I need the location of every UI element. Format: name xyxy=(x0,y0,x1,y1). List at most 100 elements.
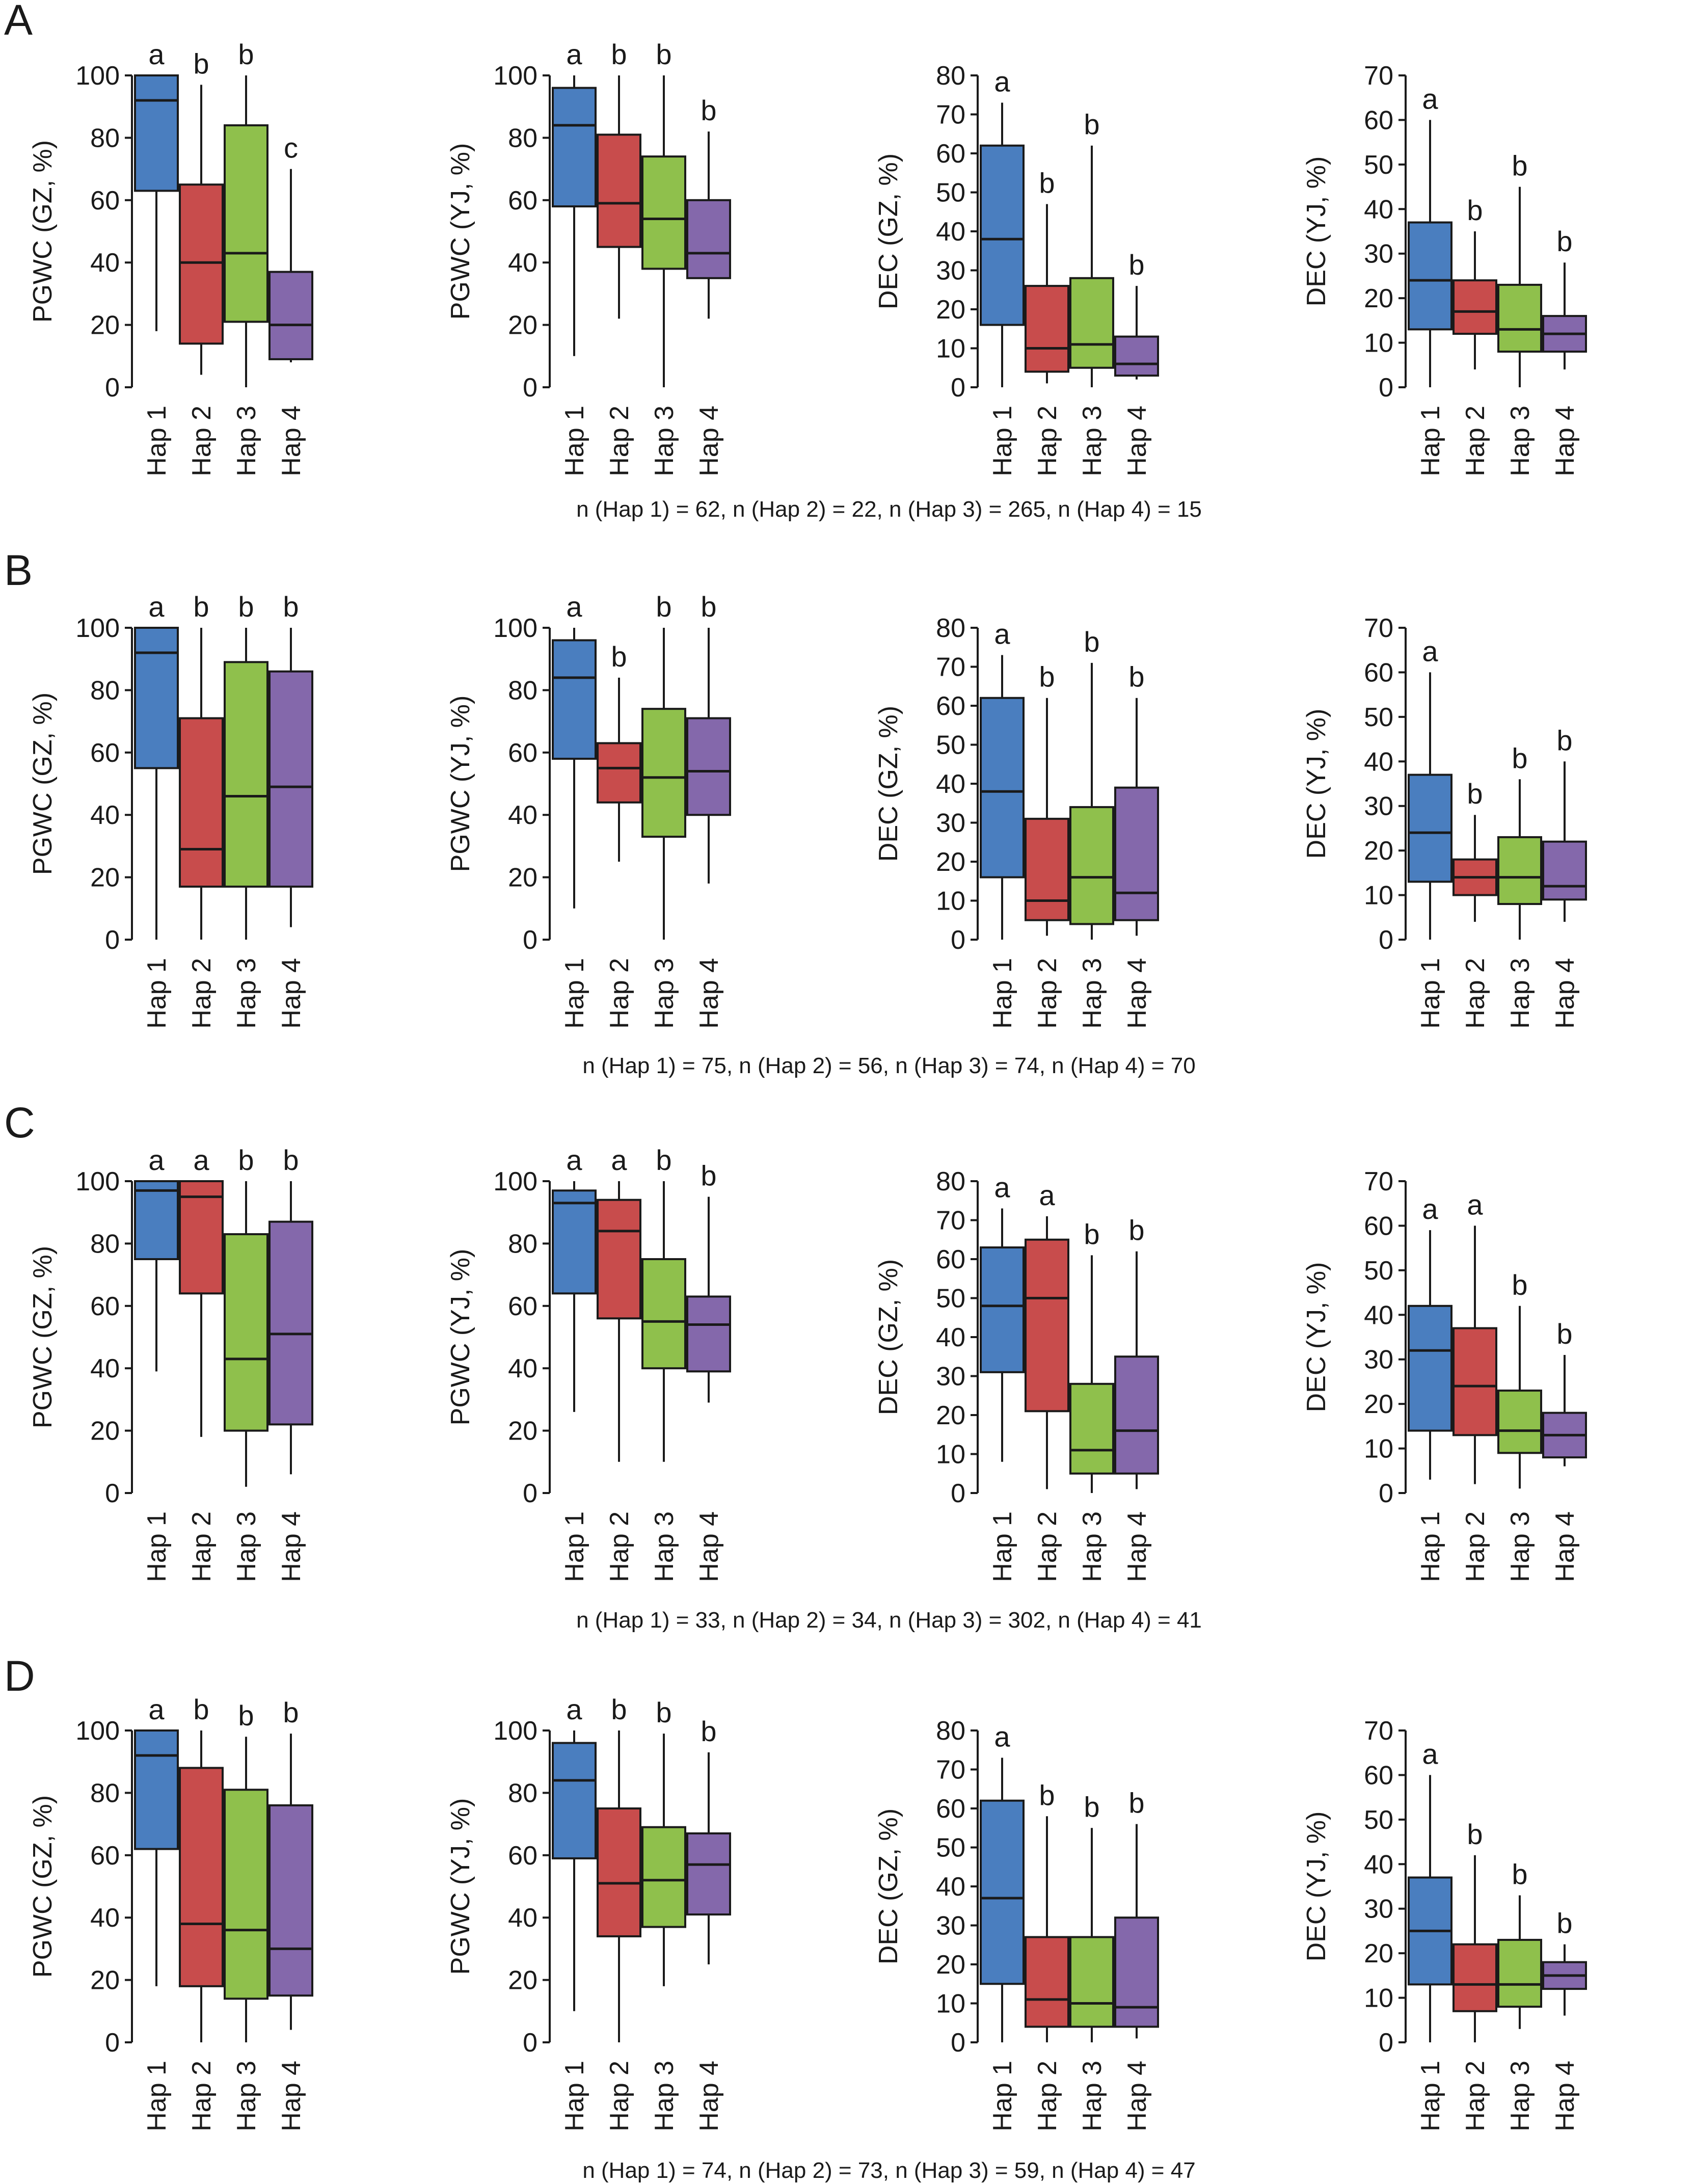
significance-letter: b xyxy=(1512,1858,1527,1890)
y-tick-label: 100 xyxy=(75,61,120,91)
category-label: Hap 1 xyxy=(1416,2061,1445,2132)
y-tick-label: 0 xyxy=(951,2028,965,2058)
y-tick-label: 80 xyxy=(90,123,120,153)
category-label: Hap 4 xyxy=(1550,2061,1580,2132)
y-tick-label: 20 xyxy=(1364,284,1393,313)
significance-letter: b xyxy=(611,38,627,70)
iqr-box xyxy=(268,1220,313,1426)
y-tick-label: 60 xyxy=(936,691,965,721)
category-label: Hap 1 xyxy=(988,1511,1017,1582)
category-label: Hap 3 xyxy=(1505,958,1535,1029)
y-tick-label: 30 xyxy=(1364,1895,1393,1924)
iqr-box xyxy=(980,1246,1025,1373)
y-axis-title: PGWC (YJ, %) xyxy=(446,143,475,320)
y-tick-label: 0 xyxy=(1379,1479,1393,1508)
y-tick-label: 0 xyxy=(1379,925,1393,955)
y-tick-label: 40 xyxy=(90,801,120,830)
y-tick-label: 80 xyxy=(90,1229,120,1259)
significance-letter: a xyxy=(1467,1188,1483,1220)
iqr-box xyxy=(1452,1943,1497,2012)
category-label: Hap 2 xyxy=(1033,1511,1062,1582)
y-tick-label: 80 xyxy=(936,61,965,91)
iqr-box xyxy=(1542,840,1587,901)
iqr-box xyxy=(224,1233,268,1432)
category-label: Hap 2 xyxy=(1033,2061,1062,2132)
box-hap-2: a xyxy=(1452,1188,1497,1484)
boxplot-chart: 0 10 20 30 40 50 60 70 80 DEC (GZ, %) a Hap 1 b Hap 2… xyxy=(874,614,1159,1029)
y-tick-label: 100 xyxy=(493,1716,537,1746)
box-hap-3: b xyxy=(224,591,268,940)
y-tick-label: 70 xyxy=(1364,1167,1393,1196)
significance-letter: b xyxy=(1556,1907,1572,1939)
category-label: Hap 4 xyxy=(694,958,724,1029)
y-tick-label: 20 xyxy=(1364,1939,1393,1968)
y-tick-label: 0 xyxy=(1379,373,1393,403)
y-tick-label: 80 xyxy=(936,1167,965,1196)
category-label: Hap 3 xyxy=(232,1511,261,1582)
y-tick-label: 10 xyxy=(936,1440,965,1470)
iqr-box xyxy=(1069,1382,1114,1475)
iqr-box xyxy=(224,1789,268,2000)
boxplot-chart: 0 20 40 60 80 100 PGWC (YJ, %) a Hap 1 b Hap 2 b Hap… xyxy=(446,591,731,1029)
box-hap-1: a xyxy=(552,591,597,909)
box-hap-4: b xyxy=(686,1160,731,1403)
category-label: Hap 4 xyxy=(694,1511,724,1582)
iqr-box xyxy=(1452,279,1497,335)
iqr-box xyxy=(1408,1304,1452,1432)
sample-size-caption: n (Hap 1) = 74, n (Hap 2) = 73, n (Hap 3… xyxy=(582,2158,1195,2183)
y-tick-label: 20 xyxy=(90,1417,120,1446)
y-axis-title: DEC (YJ, %) xyxy=(1302,709,1331,859)
y-tick-label: 40 xyxy=(508,1903,537,1933)
panel-letter: C xyxy=(4,1099,35,1147)
y-tick-label: 30 xyxy=(936,256,965,286)
significance-letter: b xyxy=(1128,1787,1144,1819)
iqr-box xyxy=(1025,1238,1069,1413)
significance-letter: b xyxy=(193,591,209,623)
iqr-box xyxy=(597,1198,641,1320)
y-tick-label: 10 xyxy=(936,334,965,364)
significance-letter: b xyxy=(701,591,716,623)
y-tick-label: 100 xyxy=(493,61,537,91)
iqr-box xyxy=(980,1799,1025,1985)
sample-size-caption: n (Hap 1) = 62, n (Hap 2) = 22, n (Hap 3… xyxy=(576,497,1202,522)
box-hap-2: b xyxy=(597,641,641,862)
sample-size-caption: n (Hap 1) = 75, n (Hap 2) = 56, n (Hap 3… xyxy=(582,1053,1195,1078)
significance-letter: b xyxy=(701,94,716,126)
y-tick-label: 10 xyxy=(1364,1434,1393,1464)
category-label: Hap 3 xyxy=(1505,1511,1535,1582)
y-tick-label: 20 xyxy=(90,863,120,893)
y-tick-label: 60 xyxy=(90,738,120,768)
box-hap-2: a xyxy=(1025,1179,1069,1489)
iqr-box xyxy=(552,1189,597,1295)
y-tick-label: 50 xyxy=(936,1833,965,1863)
significance-letter: a xyxy=(1422,1738,1438,1770)
box-hap-1: a xyxy=(552,1144,597,1412)
iqr-box xyxy=(1497,1389,1542,1454)
category-label: Hap 3 xyxy=(1078,2061,1107,2132)
y-tick-label: 0 xyxy=(105,1479,120,1508)
box-hap-2: b xyxy=(1025,167,1069,384)
iqr-box xyxy=(1025,285,1069,373)
box-hap-3: b xyxy=(641,591,686,940)
category-label: Hap 3 xyxy=(1078,958,1107,1029)
y-tick-label: 80 xyxy=(936,614,965,643)
y-tick-label: 0 xyxy=(523,373,537,403)
significance-letter: b xyxy=(611,1693,627,1725)
significance-letter: b xyxy=(1039,167,1055,199)
box-hap-1: a xyxy=(980,1171,1025,1462)
y-tick-label: 100 xyxy=(75,1167,120,1196)
iqr-box xyxy=(179,183,224,345)
category-label: Hap 2 xyxy=(1461,1511,1490,1582)
boxplot-chart: 0 20 40 60 80 100 PGWC (YJ, %) a Hap 1 b Hap 2 b Hap… xyxy=(446,38,731,476)
iqr-box xyxy=(268,1804,313,1997)
category-label: Hap 1 xyxy=(1416,406,1445,476)
y-tick-label: 30 xyxy=(936,1362,965,1392)
significance-letter: a xyxy=(994,618,1010,650)
significance-letter: a xyxy=(1422,83,1438,115)
box-hap-1: a xyxy=(134,38,179,331)
significance-letter: a xyxy=(193,1144,209,1176)
y-tick-label: 80 xyxy=(508,1229,537,1259)
category-label: Hap 4 xyxy=(1122,1511,1152,1582)
y-tick-label: 40 xyxy=(1364,1850,1393,1879)
y-tick-label: 40 xyxy=(1364,195,1393,224)
